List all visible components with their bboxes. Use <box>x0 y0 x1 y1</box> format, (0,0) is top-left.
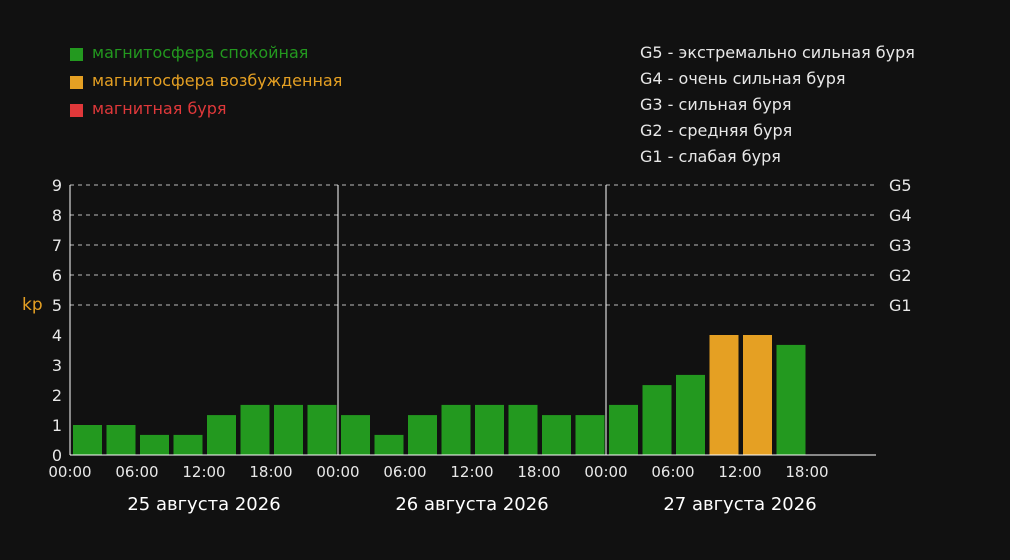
kp-bar <box>374 434 404 455</box>
x-tick-label: 06:00 <box>651 463 694 481</box>
y-tick-label: 4 <box>52 326 62 345</box>
kp-bar <box>709 335 739 455</box>
g-level-label-g2: G2 <box>889 266 912 285</box>
kp-bar <box>642 385 672 455</box>
legend-label-excited: магнитосфера возбужденная <box>92 71 342 90</box>
x-tick-label: 18:00 <box>517 463 560 481</box>
kp-bar <box>140 434 169 455</box>
kp-bar <box>341 415 370 455</box>
kp-bar <box>173 434 203 455</box>
kp-bar <box>240 404 270 455</box>
y-tick-label: 3 <box>52 356 62 375</box>
kp-bar <box>73 425 102 455</box>
legend-label-storm: магнитная буря <box>92 99 227 118</box>
kp-bar <box>609 404 638 455</box>
kp-bar <box>776 344 806 455</box>
g-level-label-g3: G3 <box>889 236 912 255</box>
kp-bar <box>106 425 136 455</box>
bars-layer <box>73 335 806 455</box>
legend-swatch-storm <box>70 104 83 117</box>
g4-description: G4 - очень сильная буря <box>640 69 846 88</box>
x-tick-label: 00:00 <box>316 463 359 481</box>
x-tick-label: 12:00 <box>718 463 761 481</box>
y-tick-label: 8 <box>52 206 62 225</box>
x-tick-label: 12:00 <box>450 463 493 481</box>
kp-bar <box>307 404 337 455</box>
date-label: 26 августа 2026 <box>395 494 548 515</box>
y-tick-label: 6 <box>52 266 62 285</box>
legend-label-calm: магнитосфера спокойная <box>92 43 308 62</box>
legend-swatch-calm <box>70 48 83 61</box>
g3-description: G3 - сильная буря <box>640 95 791 114</box>
x-tick-label: 12:00 <box>182 463 225 481</box>
x-tick-label: 06:00 <box>115 463 158 481</box>
g-scale-legend: G5 - экстремально сильная буря G4 - очен… <box>640 43 915 166</box>
kp-bar <box>743 335 772 455</box>
kp-bar <box>542 415 571 455</box>
g-level-label-g4: G4 <box>889 206 912 225</box>
y-tick-label: 7 <box>52 236 62 255</box>
x-tick-label: 18:00 <box>785 463 828 481</box>
g5-description: G5 - экстремально сильная буря <box>640 43 915 62</box>
g2-description: G2 - средняя буря <box>640 121 792 140</box>
kp-bar <box>274 404 303 455</box>
x-tick-label: 06:00 <box>383 463 426 481</box>
kp-bar <box>575 415 605 455</box>
x-tick-label: 00:00 <box>48 463 91 481</box>
kp-bar <box>441 404 471 455</box>
legend: магнитосфера спокойная магнитосфера возб… <box>70 43 342 118</box>
kp-bar <box>475 404 504 455</box>
y-tick-label: 9 <box>52 176 62 195</box>
g-level-label-g5: G5 <box>889 176 912 195</box>
date-label: 27 августа 2026 <box>663 494 816 515</box>
kp-bar <box>676 374 705 455</box>
kp-bar <box>408 415 437 455</box>
g-level-label-g1: G1 <box>889 296 912 315</box>
legend-swatch-excited <box>70 76 83 89</box>
y-tick-label: 1 <box>52 416 62 435</box>
axis-layer: G1 G2 G3 G4 G5 0 1 2 3 4 5 6 7 8 9 00:00 06:00 12:00 18:00… <box>48 176 911 515</box>
x-tick-label: 00:00 <box>584 463 627 481</box>
x-tick-label: 18:00 <box>249 463 292 481</box>
y-tick-label: 0 <box>52 446 62 465</box>
y-axis-label: kp <box>22 295 43 315</box>
kp-bar <box>207 415 236 455</box>
grid-layer <box>70 184 876 306</box>
y-tick-label: 5 <box>52 296 62 315</box>
g1-description: G1 - слабая буря <box>640 147 781 166</box>
date-label: 25 августа 2026 <box>127 494 280 515</box>
y-tick-label: 2 <box>52 386 62 405</box>
kp-bar <box>508 404 538 455</box>
